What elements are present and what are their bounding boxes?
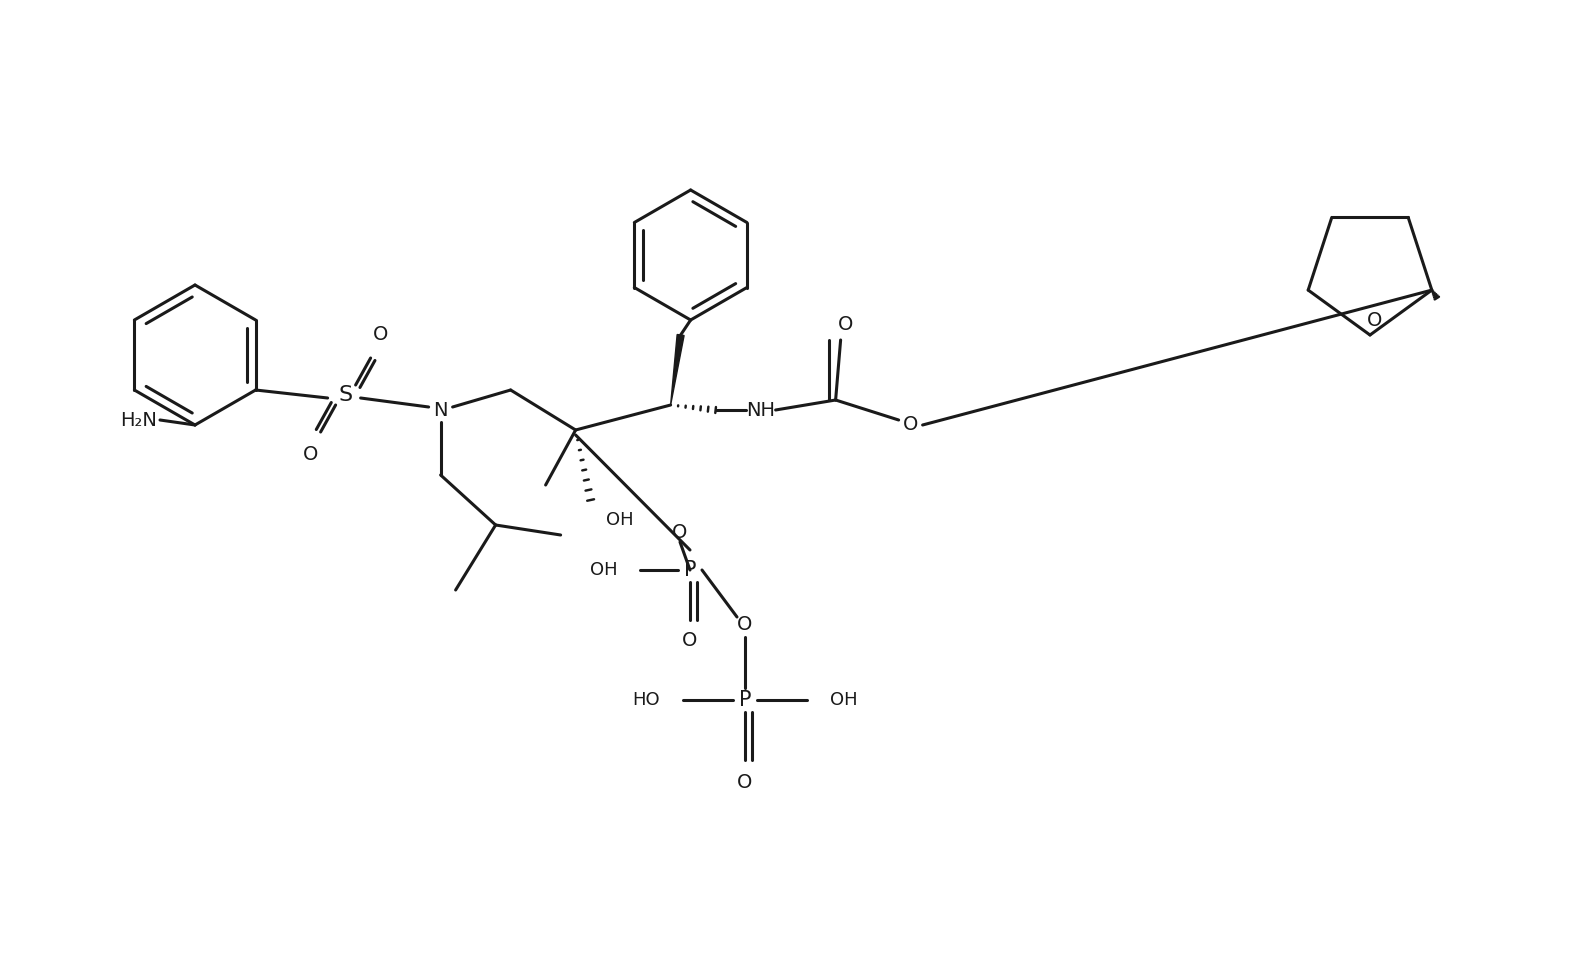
Text: NH: NH [746,400,775,420]
Text: O: O [1367,311,1382,329]
Text: H₂N: H₂N [120,410,156,430]
Text: O: O [372,325,388,345]
Text: S: S [339,385,353,405]
Text: O: O [838,316,854,334]
Text: O: O [737,773,753,793]
Text: OH: OH [830,691,857,709]
Text: O: O [903,416,918,434]
Text: P: P [683,560,696,580]
Text: O: O [682,630,697,650]
Polygon shape [671,334,685,405]
Text: OH: OH [606,511,633,529]
Text: O: O [303,445,319,465]
Text: O: O [737,616,753,634]
Text: P: P [739,690,751,710]
Text: OH: OH [590,561,619,579]
Text: O: O [672,522,688,542]
Text: N: N [434,400,448,420]
Text: HO: HO [633,691,660,709]
